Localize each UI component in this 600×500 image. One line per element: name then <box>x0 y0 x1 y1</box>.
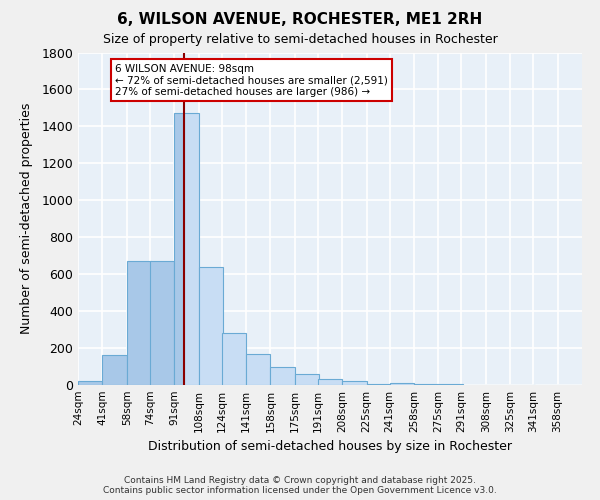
Bar <box>342 382 367 385</box>
Bar <box>78 382 103 385</box>
Bar <box>389 383 414 385</box>
Text: 6, WILSON AVENUE, ROCHESTER, ME1 2RH: 6, WILSON AVENUE, ROCHESTER, ME1 2RH <box>118 12 482 28</box>
X-axis label: Distribution of semi-detached houses by size in Rochester: Distribution of semi-detached houses by … <box>148 440 512 454</box>
Bar <box>414 384 439 385</box>
Bar <box>295 374 319 385</box>
Bar <box>127 261 151 385</box>
Bar <box>184 114 199 385</box>
Y-axis label: Number of semi-detached properties: Number of semi-detached properties <box>20 103 33 334</box>
Text: 6 WILSON AVENUE: 98sqm
← 72% of semi-detached houses are smaller (2,591)
27% of : 6 WILSON AVENUE: 98sqm ← 72% of semi-det… <box>115 64 388 97</box>
Bar <box>221 334 246 385</box>
Bar <box>367 384 391 385</box>
Bar <box>174 114 184 385</box>
Bar <box>439 384 463 385</box>
Text: Contains HM Land Registry data © Crown copyright and database right 2025.
Contai: Contains HM Land Registry data © Crown c… <box>103 476 497 495</box>
Bar <box>271 368 295 385</box>
Bar <box>246 354 271 385</box>
Bar <box>103 356 127 385</box>
Text: Size of property relative to semi-detached houses in Rochester: Size of property relative to semi-detach… <box>103 32 497 46</box>
Bar <box>199 267 223 385</box>
Bar <box>318 380 342 385</box>
Bar <box>150 261 174 385</box>
